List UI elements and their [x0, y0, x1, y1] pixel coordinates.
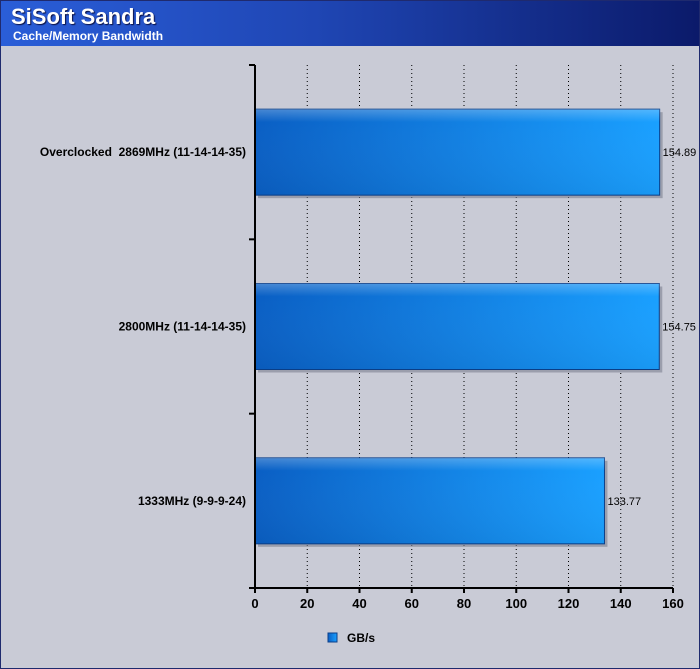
legend-swatch [327, 632, 338, 643]
category-label: Overclocked 2869MHz (11-14-14-35) [40, 145, 246, 159]
x-tick-label: 20 [300, 596, 314, 611]
chart-title: SiSoft Sandra [11, 4, 156, 29]
value-label: 154.89 [663, 147, 697, 159]
category-label: 1333MHz (9-9-9-24) [138, 494, 246, 508]
x-tick-label: 0 [251, 596, 258, 611]
value-label: 154.75 [662, 322, 696, 334]
x-tick-label: 80 [457, 596, 471, 611]
bar-highlight [255, 109, 660, 196]
bar-highlight [255, 283, 660, 370]
x-tick-label: 140 [610, 596, 632, 611]
x-tick-label: 60 [405, 596, 419, 611]
x-tick-label: 100 [505, 596, 527, 611]
value-label: 133.77 [607, 496, 641, 508]
bar-highlight [255, 457, 605, 544]
chart-header: SiSoft Sandra Cache/Memory Bandwidth [1, 1, 699, 46]
legend-label: GB/s [347, 631, 375, 645]
x-tick-label: 120 [558, 596, 580, 611]
chart-subtitle: Cache/Memory Bandwidth [13, 29, 164, 43]
category-label: 2800MHz (11-14-14-35) [119, 320, 246, 334]
x-tick-label: 40 [352, 596, 366, 611]
x-tick-label: 160 [662, 596, 684, 611]
